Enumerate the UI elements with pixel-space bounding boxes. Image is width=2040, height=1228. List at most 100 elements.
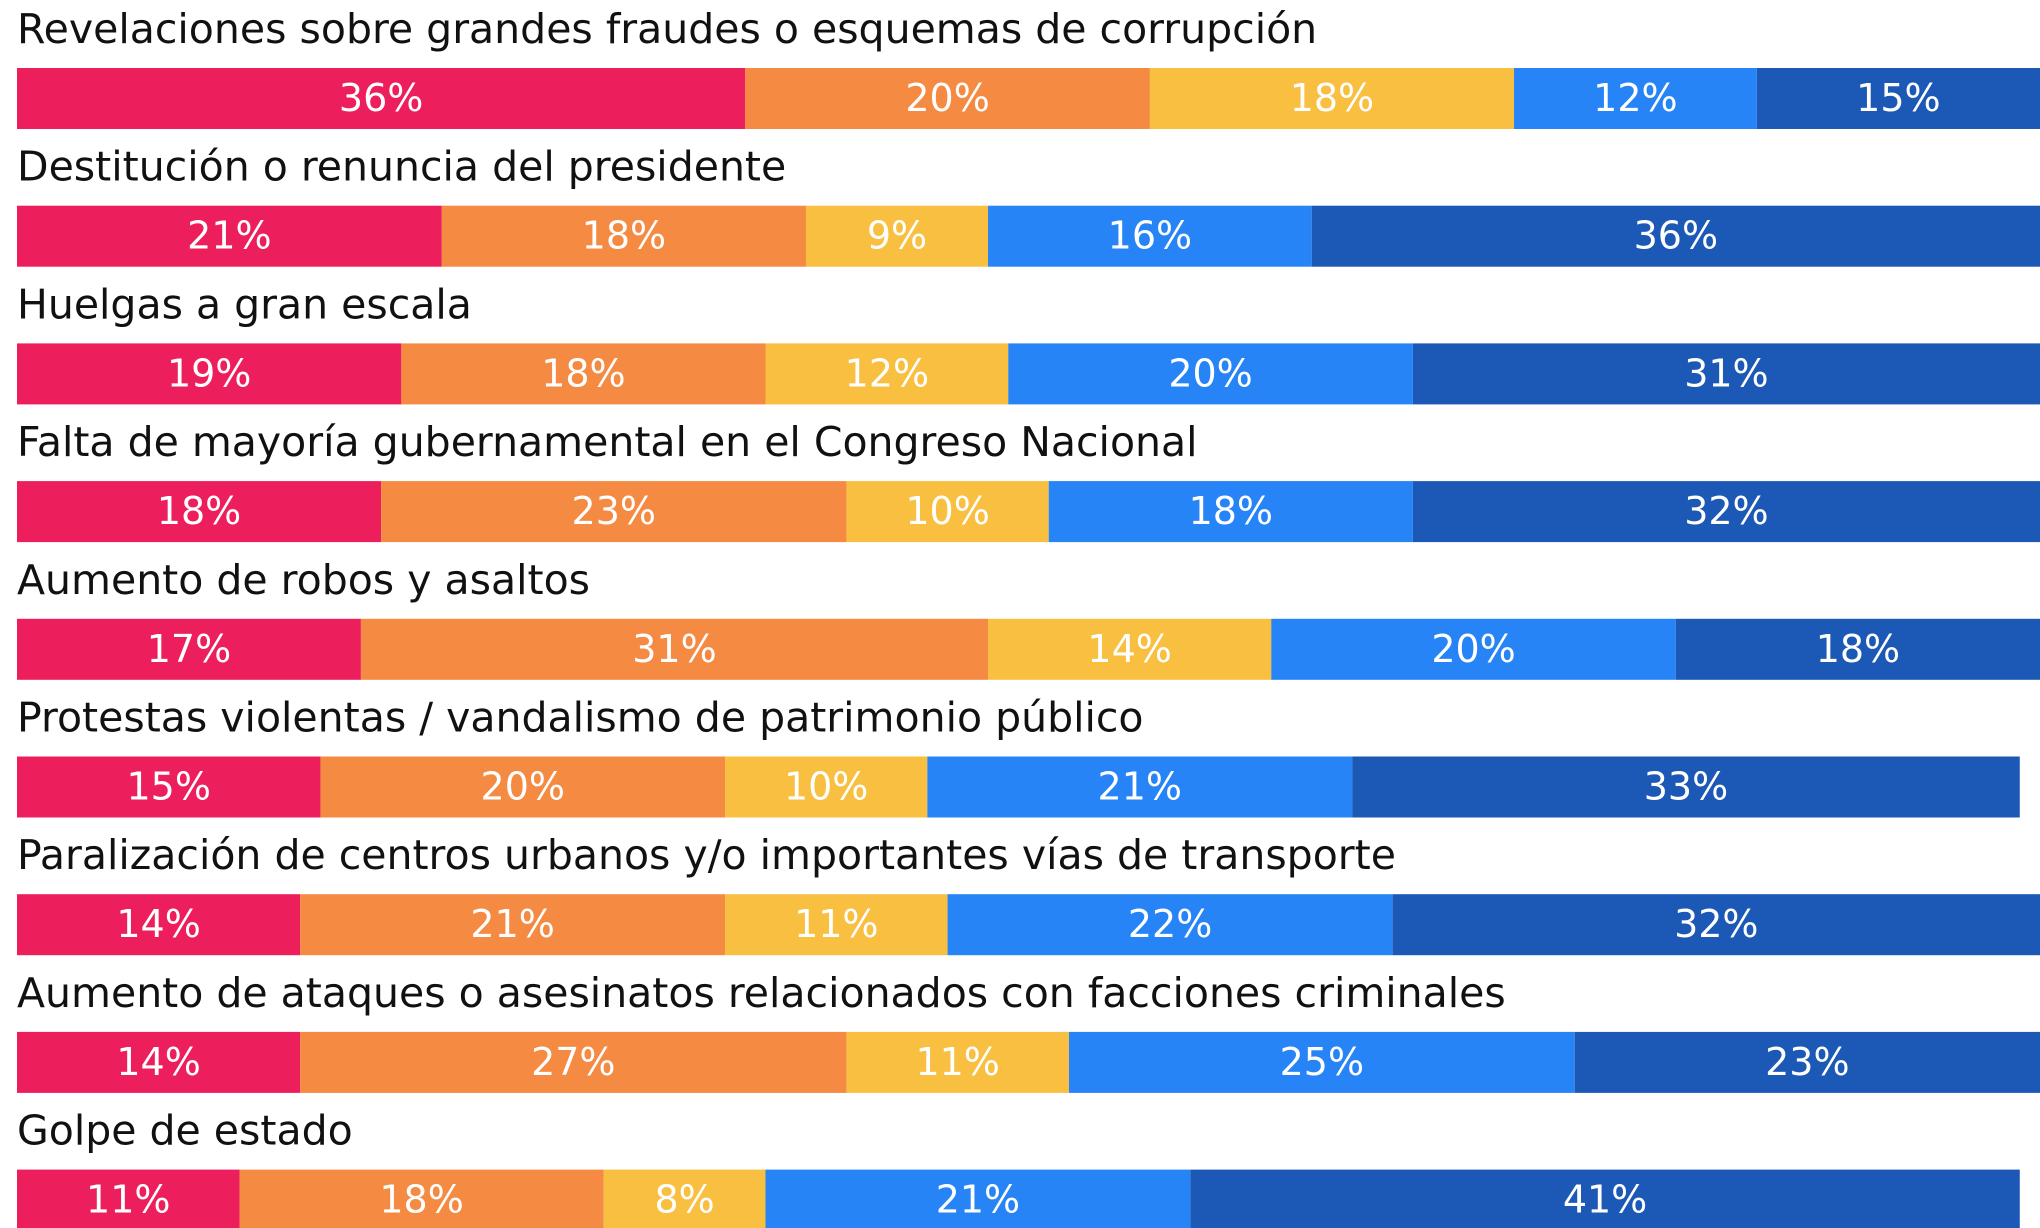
value-label: 11% [86, 1178, 170, 1222]
bar-segment [1514, 68, 1757, 129]
bar-segment [1392, 894, 2040, 956]
value-label: 21% [470, 902, 554, 946]
value-label: 14% [116, 1040, 200, 1084]
category-label: Destitución o renuncia del presidente [17, 143, 786, 191]
bar-segment [17, 205, 442, 267]
bar-segment [846, 1031, 1069, 1093]
value-label: 20% [905, 76, 989, 120]
value-label: 21% [936, 1178, 1020, 1222]
value-label: 23% [1765, 1040, 1849, 1084]
category-label: Golpe de estado [17, 1107, 353, 1155]
category-label: Aumento de ataques o asesinatos relacion… [17, 969, 1506, 1017]
bar-segment [17, 1031, 301, 1093]
value-label: 27% [531, 1040, 615, 1084]
bar-segment [1008, 343, 1413, 405]
bar-segment [1352, 756, 2020, 818]
value-label: 18% [541, 351, 625, 395]
bar-segment [988, 618, 1272, 680]
category-label: Paralización de centros urbanos y/o impo… [17, 831, 1396, 879]
value-label: 14% [116, 902, 200, 946]
bar-segment [805, 205, 989, 267]
value-label: 36% [339, 76, 423, 120]
value-label: 10% [784, 765, 868, 809]
category-label: Falta de mayoría gubernamental en el Con… [17, 418, 1198, 466]
bar-segment [947, 894, 1393, 956]
bar-segment [1271, 618, 1676, 680]
value-label: 31% [1684, 351, 1768, 395]
category-label: Aumento de robos y asaltos [17, 556, 590, 604]
value-label: 20% [1431, 627, 1515, 671]
bar-segment [300, 1031, 847, 1093]
value-label: 11% [915, 1040, 999, 1084]
bar-segment [381, 481, 847, 543]
value-label: 17% [147, 627, 231, 671]
bar-segment [1412, 481, 2040, 543]
value-label: 23% [572, 489, 656, 533]
value-label: 33% [1644, 765, 1728, 809]
value-label: 18% [379, 1178, 463, 1222]
bar-segment [603, 1169, 766, 1228]
value-label: 20% [481, 765, 565, 809]
bar-segment [1149, 68, 1515, 129]
value-label: 19% [167, 351, 251, 395]
bar-segment [300, 894, 726, 956]
bar-segment [17, 894, 301, 956]
value-label: 8% [654, 1178, 714, 1222]
value-label: 15% [1856, 76, 1940, 120]
bar-segment [360, 618, 989, 680]
bar-segment [745, 68, 1150, 129]
bar-segment [401, 343, 766, 405]
bar-segment [765, 1169, 1191, 1228]
category-label: Protestas violentas / vandalismo de patr… [17, 694, 1144, 742]
bar-segment [765, 343, 1009, 405]
value-label: 12% [1593, 76, 1677, 120]
bar-segment [239, 1169, 604, 1228]
bar-segment [988, 205, 1312, 267]
bar-segment [846, 481, 1049, 543]
value-label: 9% [867, 214, 927, 258]
bar-segment [17, 756, 321, 818]
value-label: 12% [845, 351, 929, 395]
bar-segment [17, 481, 382, 543]
value-label: 14% [1087, 627, 1171, 671]
value-label: 18% [1816, 627, 1900, 671]
value-label: 11% [794, 902, 878, 946]
bar-segment [725, 894, 948, 956]
value-label: 36% [1634, 214, 1718, 258]
value-label: 25% [1280, 1040, 1364, 1084]
bar-segment [17, 618, 361, 680]
bar-segment [1311, 205, 2040, 267]
value-label: 21% [187, 214, 271, 258]
bar-segment [1756, 68, 2040, 129]
bar-segment [17, 1169, 240, 1228]
category-label: Huelgas a gran escala [17, 280, 472, 328]
bar-segment [1412, 343, 2040, 405]
bar-segment [1068, 1031, 1575, 1093]
value-label: 16% [1108, 214, 1192, 258]
value-label: 10% [905, 489, 989, 533]
bar-segment [441, 205, 806, 267]
value-label: 15% [126, 765, 210, 809]
value-label: 18% [157, 489, 241, 533]
value-label: 18% [1189, 489, 1273, 533]
value-label: 18% [582, 214, 666, 258]
value-label: 41% [1563, 1178, 1647, 1222]
bar-segment [320, 756, 726, 818]
bar-segment [1048, 481, 1413, 543]
value-label: 18% [1290, 76, 1374, 120]
bar-segment [1574, 1031, 2040, 1093]
value-label: 22% [1128, 902, 1212, 946]
bar-segment [17, 343, 402, 405]
bar-segment [725, 756, 928, 818]
bar-segment [17, 68, 746, 129]
value-label: 32% [1684, 489, 1768, 533]
value-label: 32% [1674, 902, 1758, 946]
value-label: 21% [1098, 765, 1182, 809]
value-label: 31% [632, 627, 716, 671]
bar-segment [1190, 1169, 2020, 1228]
value-label: 20% [1168, 351, 1252, 395]
bar-segment [927, 756, 1353, 818]
category-label: Revelaciones sobre grandes fraudes o esq… [17, 5, 1317, 53]
